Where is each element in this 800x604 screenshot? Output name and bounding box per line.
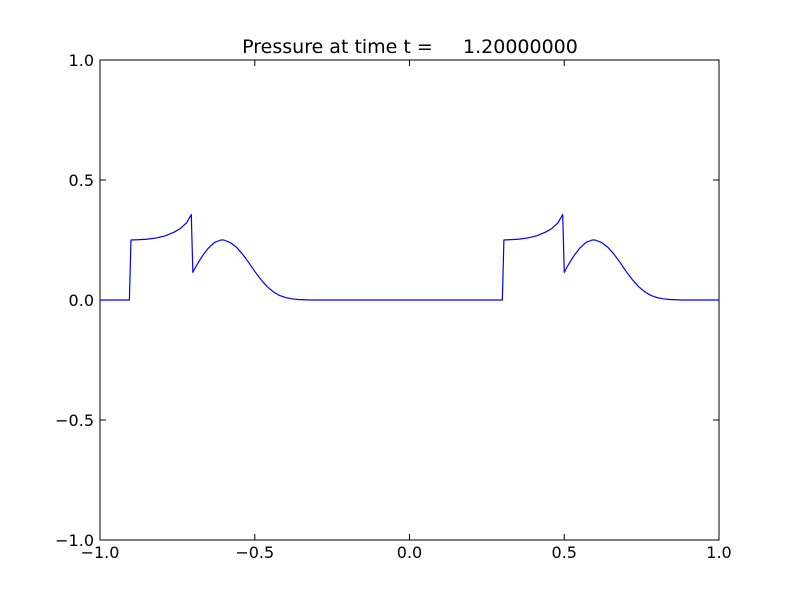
x-tick-label: 0.0	[397, 543, 422, 562]
y-tick-label: −0.5	[55, 411, 94, 430]
y-tick-label: 0.0	[69, 291, 94, 310]
chart-title: Pressure at time t = 1.20000000	[242, 36, 578, 58]
x-tick-label: 1.0	[706, 543, 731, 562]
series-layer	[100, 213, 719, 301]
y-tick-labels: −1.0 −0.5 0.0 0.5 1.0	[55, 51, 94, 550]
x-tick-label: −1.0	[81, 543, 120, 562]
y-tick-label: 1.0	[69, 51, 94, 70]
y-tick-label: 0.5	[69, 171, 94, 190]
tick-marks	[99, 59, 720, 541]
x-tick-labels: −1.0 −0.5 0.0 0.5 1.0	[81, 543, 732, 562]
x-tick-label: −0.5	[235, 543, 274, 562]
pressure-line	[100, 213, 719, 301]
x-tick-label: 0.5	[552, 543, 577, 562]
y-tick-label: −1.0	[55, 531, 94, 550]
